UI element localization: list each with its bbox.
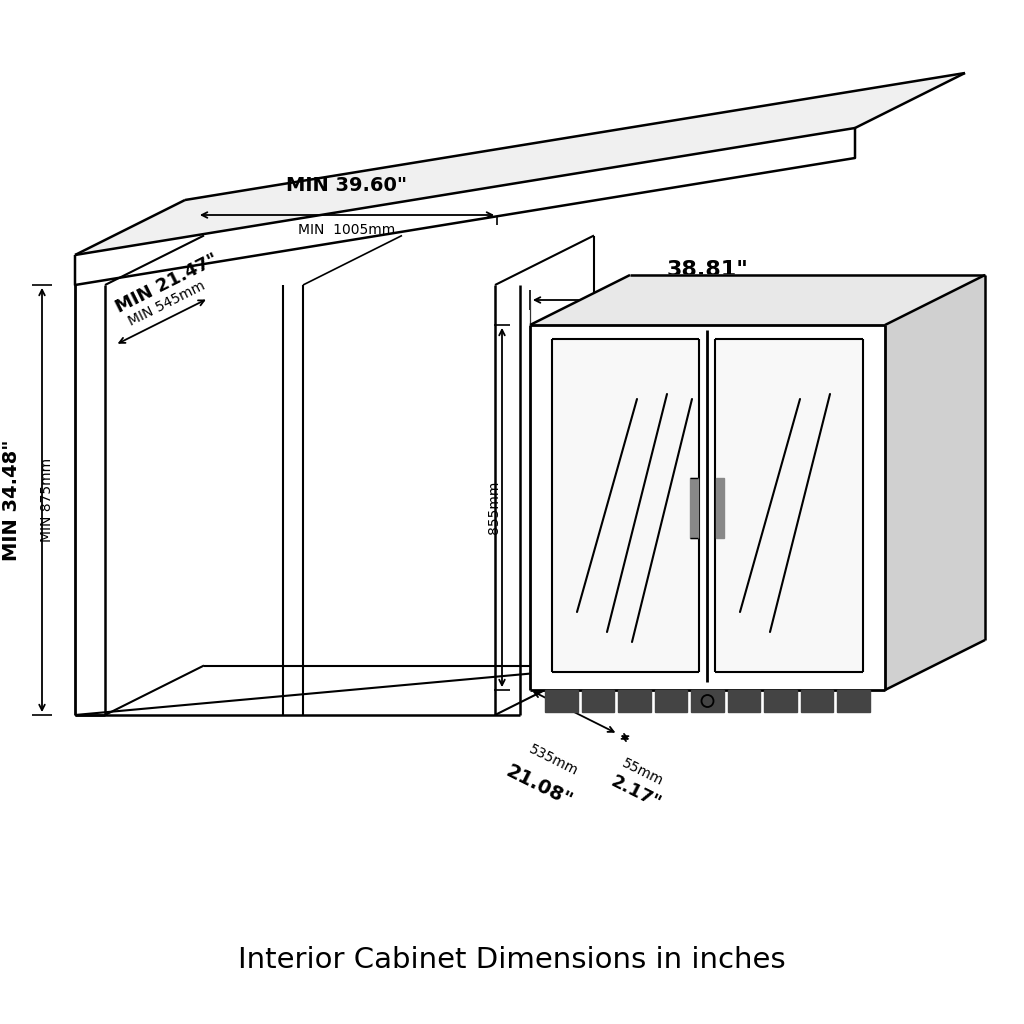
Polygon shape	[75, 128, 855, 285]
Text: 2.17": 2.17"	[608, 772, 665, 812]
Text: 855mm: 855mm	[487, 481, 501, 535]
Text: MIN  1005mm: MIN 1005mm	[298, 223, 395, 237]
Polygon shape	[690, 477, 698, 538]
Polygon shape	[764, 690, 797, 712]
Polygon shape	[691, 690, 724, 712]
Text: MIN 34.48": MIN 34.48"	[2, 439, 22, 561]
Text: 38.81": 38.81"	[667, 260, 749, 280]
Polygon shape	[530, 275, 985, 325]
Text: MIN 875mm: MIN 875mm	[40, 458, 54, 542]
Text: 21.08": 21.08"	[503, 762, 575, 811]
Polygon shape	[654, 690, 687, 712]
Polygon shape	[530, 325, 885, 690]
Text: Interior Cabinet Dimensions in inches: Interior Cabinet Dimensions in inches	[239, 946, 785, 974]
Polygon shape	[838, 690, 870, 712]
Text: MIN 39.60": MIN 39.60"	[287, 176, 408, 195]
Text: 535mm: 535mm	[527, 742, 581, 778]
Polygon shape	[885, 275, 985, 690]
Text: MIN 545mm: MIN 545mm	[126, 279, 208, 329]
Polygon shape	[715, 339, 863, 672]
Polygon shape	[75, 73, 965, 255]
Polygon shape	[552, 339, 699, 672]
Polygon shape	[801, 690, 834, 712]
Text: 55mm: 55mm	[620, 756, 666, 788]
Polygon shape	[728, 690, 761, 712]
Polygon shape	[582, 690, 614, 712]
Polygon shape	[545, 690, 578, 712]
Polygon shape	[618, 690, 650, 712]
Text: MIN 21.47": MIN 21.47"	[113, 251, 221, 316]
Text: 985mm: 985mm	[681, 308, 734, 322]
Polygon shape	[716, 477, 724, 538]
